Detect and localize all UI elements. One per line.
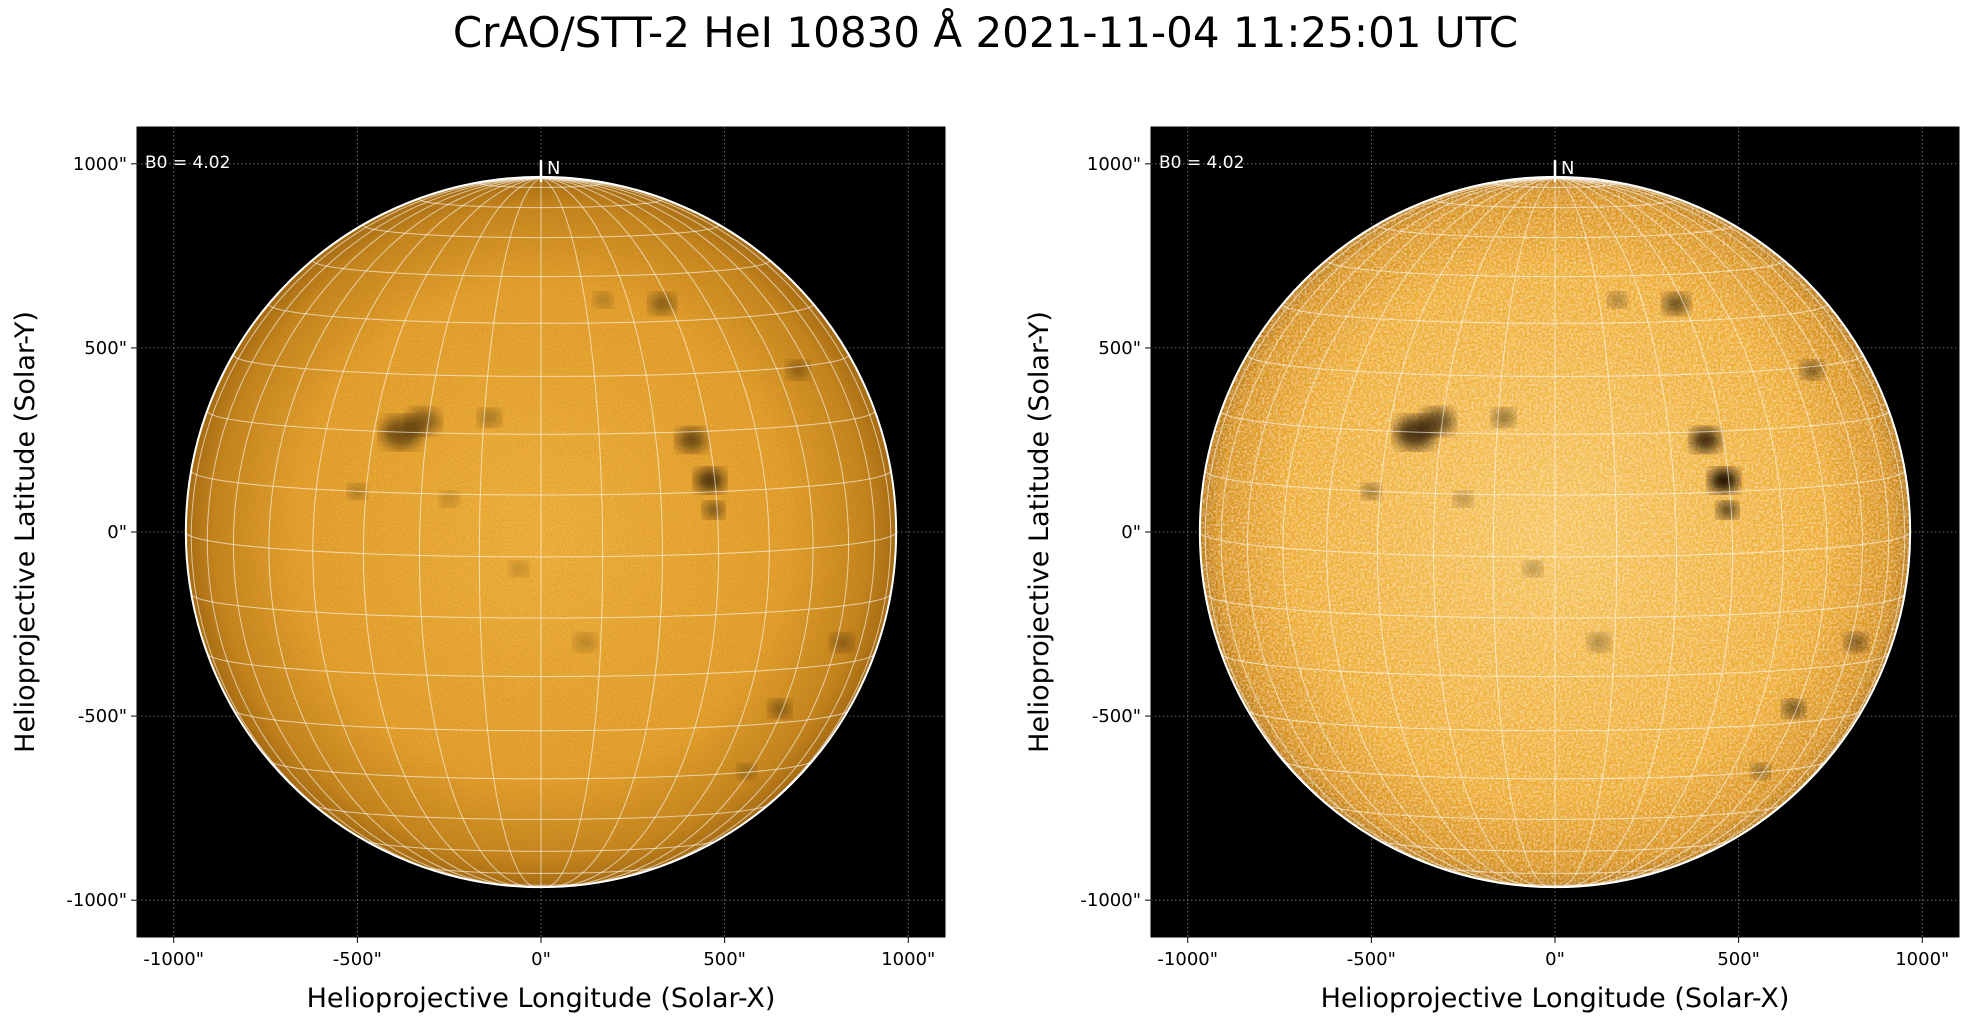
longitude-line [540,177,892,858]
dark-filament [1420,408,1454,435]
longitude-line [1204,177,1556,858]
x-tick-label: -500" [1347,949,1396,970]
dark-filament [1523,561,1543,577]
longitude-line [540,177,664,888]
longitude-line [268,177,542,886]
dark-filament [1588,633,1611,652]
longitude-line [1554,177,1784,887]
dark-filament [703,501,724,519]
dark-filament [1690,428,1721,452]
longitude-line [478,177,542,888]
dark-filament [1608,292,1627,308]
north-label: N [1561,158,1574,179]
longitude-line [540,177,770,887]
dark-filament [737,763,756,779]
x-tick-label: -1000" [143,949,204,970]
figure-title: CrAO/STT-2 HeI 10830 Å 2021-11-04 11:25:… [452,8,1519,57]
longitude-line [1376,177,1556,888]
dark-filament [768,699,791,718]
dark-filament [1801,361,1824,379]
dark-filament [1845,633,1868,652]
y-tick-label: 0" [107,522,127,543]
y-axis-label: Helioprojective Latitude (Solar-Y) [1024,311,1055,753]
dark-filament [831,633,854,652]
longitude-line [206,177,542,881]
dark-filament [478,409,501,427]
y-tick-label: -500" [1092,706,1141,727]
y-tick-label: -1000" [1080,890,1141,911]
dark-filament [1717,501,1738,519]
b0-label: B0 = 4.02 [1159,153,1244,173]
dark-filament [1663,293,1690,315]
x-tick-label: 0" [1545,949,1565,970]
longitude-line [1554,177,1906,858]
longitude-line [1220,177,1556,881]
x-axis-label: Helioprojective Longitude (Solar-X) [1321,983,1790,1014]
longitude-line [1282,177,1556,886]
x-tick-label: 500" [1717,949,1760,970]
dark-filament [649,293,676,315]
longitude-line [312,177,542,887]
longitude-line [362,177,542,888]
right-panel-plot: N B0 = 4.02 -1000" 1000" -500" 500" 0" 0" 500" -5… [1024,126,1960,1014]
y-tick-label: 1000" [73,154,127,175]
longitude-line [540,177,720,888]
dark-filament [440,491,459,507]
dark-filament [574,633,597,652]
dark-filament [1751,763,1770,779]
north-label: N [547,158,560,179]
longitude-line [418,177,542,888]
dark-filament [1492,409,1515,427]
y-tick-label: -500" [78,706,127,727]
x-tick-label: -1000" [1157,949,1218,970]
dark-filament [406,408,440,435]
longitude-line [1554,177,1890,881]
longitude-line [1554,177,1864,884]
dark-filament [1454,491,1473,507]
x-tick-label: 1000" [1895,949,1949,970]
x-tick-label: 500" [703,949,746,970]
longitude-line [1246,177,1556,884]
x-axis-label: Helioprojective Longitude (Solar-X) [307,983,776,1014]
x-tick-label: 0" [531,949,551,970]
y-tick-label: 500" [84,338,127,359]
longitude-line [232,177,542,884]
dark-filament [509,561,529,577]
longitude-line [1554,177,1618,888]
y-tick-label: 1000" [1087,154,1141,175]
longitude-line [540,177,850,884]
longitude-line [1554,177,1678,888]
x-tick-label: -500" [333,949,382,970]
y-tick-label: -1000" [66,890,127,911]
y-tick-label: 500" [1098,338,1141,359]
longitude-line [1432,177,1556,888]
y-tick-label: 0" [1121,522,1141,543]
b0-label: B0 = 4.02 [145,153,230,173]
dark-filament [787,361,810,379]
left-panel-plot: N B0 = 4.02 -1000" 1000" -500" 500" 0" 0" 500" -5… [10,126,946,1014]
longitude-line [540,177,604,888]
longitude-line [1492,177,1556,888]
longitude-line [1554,177,1828,886]
dark-filament [695,468,725,493]
dark-filament [594,292,613,308]
longitude-line [540,177,814,886]
heliographic-grid [1199,177,1911,888]
x-tick-label: 1000" [881,949,935,970]
longitude-line [540,177,876,881]
longitude-line [1326,177,1556,887]
longitude-line [190,177,542,858]
dark-filament [1709,468,1739,493]
dark-filament [1782,699,1805,718]
y-axis-label: Helioprojective Latitude (Solar-Y) [10,311,41,753]
longitude-line [1554,177,1734,888]
dark-filament [676,428,707,452]
